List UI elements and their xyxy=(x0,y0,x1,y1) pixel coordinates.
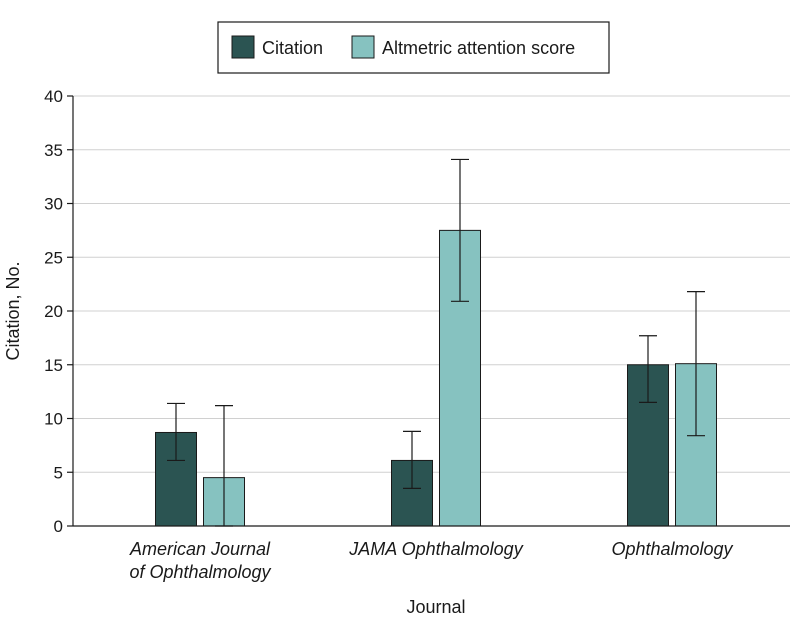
x-axis-categories: American Journal of Ophthalmology JAMA Oph… xyxy=(129,539,734,582)
y-tick-label-35: 35 xyxy=(44,141,63,160)
y-tick-label-25: 25 xyxy=(44,248,63,267)
y-tick-label-5: 5 xyxy=(54,463,63,482)
legend-swatch-citation xyxy=(231,35,255,59)
legend-label-altmetric: Altmetric attention score xyxy=(382,38,575,58)
legend: Citation Altmetric attention score xyxy=(217,21,610,74)
bars xyxy=(155,229,717,527)
y-tick-label-10: 10 xyxy=(44,410,63,429)
y-tick-label-30: 30 xyxy=(44,195,63,214)
y-tick-label-15: 15 xyxy=(44,356,63,375)
legend-frame xyxy=(217,21,610,74)
error-bars xyxy=(167,158,705,527)
y-tick-label-20: 20 xyxy=(44,302,63,321)
x-category-label-0-1: of Ophthalmology xyxy=(129,562,271,582)
y-tick-label-40: 40 xyxy=(44,87,63,106)
x-category-label-2-0: Ophthalmology xyxy=(611,539,733,559)
y-axis-ticks: 0 5 10 15 20 25 30 35 40 xyxy=(44,87,73,536)
gridlines xyxy=(73,95,790,473)
legend-label-citation: Citation xyxy=(262,38,323,58)
x-category-label-1-0: JAMA Ophthalmology xyxy=(348,539,523,559)
y-axis-title: Citation, No. xyxy=(3,261,23,360)
legend-swatch-altmetric xyxy=(351,35,375,59)
y-tick-label-0: 0 xyxy=(54,517,63,536)
x-category-label-0-0: American Journal xyxy=(129,539,271,559)
x-axis-title: Journal xyxy=(406,597,465,617)
